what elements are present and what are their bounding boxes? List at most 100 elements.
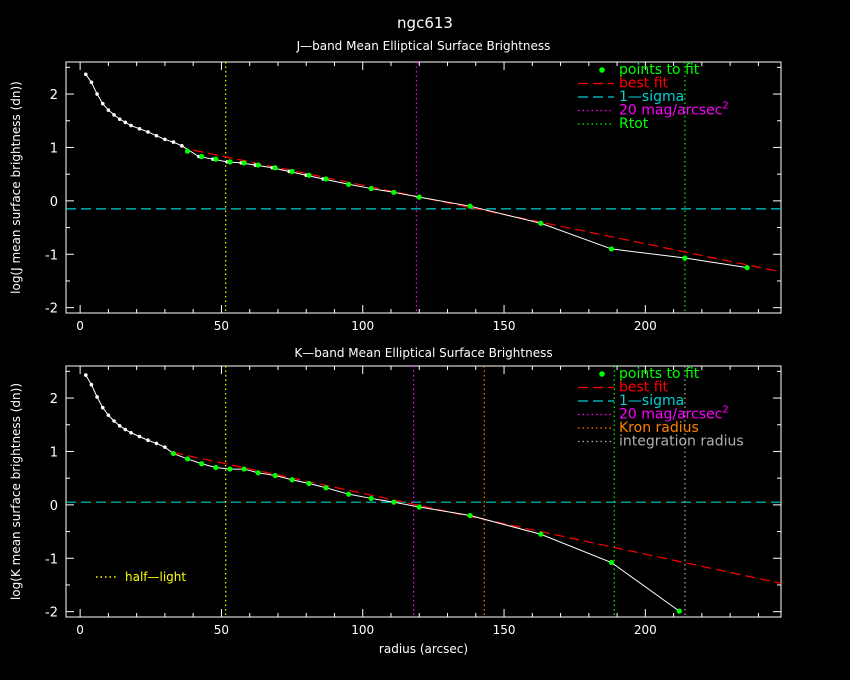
kband-ytick-label: 0 xyxy=(50,499,58,514)
jband-fit-point xyxy=(416,194,422,200)
jband-best-fit-line xyxy=(193,149,781,273)
kband-fit-point xyxy=(213,464,219,471)
jband-ylabel: log(J mean surface brightness (dn)) xyxy=(9,81,23,294)
kband-fit-point xyxy=(272,472,278,479)
jband-profile-point xyxy=(180,144,184,148)
kband-fit-point xyxy=(255,470,261,476)
kband-axes-frame xyxy=(65,365,782,618)
jband-fit-point xyxy=(213,156,219,162)
kband-profile-point xyxy=(83,373,88,377)
jband-profile-point xyxy=(129,123,133,128)
kband-profile-point xyxy=(146,438,150,443)
jband-legend-best_fit-label: best fit xyxy=(619,76,669,92)
jband-fit-point xyxy=(368,185,374,192)
kband-legend-integration-label: integration radius xyxy=(619,434,744,450)
kband-profile-point xyxy=(89,382,94,387)
kband-fit-point xyxy=(241,466,247,472)
jband-fit-point xyxy=(608,246,615,252)
kband-best-fit-line xyxy=(173,451,781,584)
kband-legend-best_fit-label: best fit xyxy=(619,380,669,396)
kband-legend-mag20-label-sup: 2 xyxy=(722,405,728,416)
jband-fit-point xyxy=(323,176,329,182)
jband-xtick-label: 50 xyxy=(214,319,229,333)
kband-plot-area xyxy=(66,366,781,617)
kband-profile-point xyxy=(106,413,111,417)
kband-legend-points: points to fit xyxy=(599,366,700,382)
jband-ytick-label: 0 xyxy=(50,195,58,210)
kband-ytick-label: -2 xyxy=(45,606,58,621)
kband-profile-point xyxy=(100,405,105,410)
jband-fit-point xyxy=(467,203,473,209)
jband-profile-point xyxy=(106,108,111,112)
kband-fit-point xyxy=(184,456,191,462)
jband-fit-point xyxy=(241,160,247,166)
kband-fit-point xyxy=(289,477,295,483)
kband-fit-point xyxy=(467,512,473,519)
jband-profile-point xyxy=(123,120,128,125)
jband-fit-point xyxy=(255,162,261,168)
kband-xtick-label: 0 xyxy=(76,623,84,637)
kband-fit-point xyxy=(608,559,615,566)
jband-legend-mag20: 20 mag/arcsec2 xyxy=(578,101,729,119)
jband-profile-point xyxy=(171,140,176,144)
jband-ytick-label: 1 xyxy=(50,141,58,156)
jband-legend-rtot: Rtot xyxy=(578,116,649,132)
jband-legend-one_sigma-label: 1—sigma xyxy=(619,89,684,105)
plots: J—band Mean Elliptical Surface Brightnes… xyxy=(9,39,782,656)
jband-xtick-label: 100 xyxy=(351,319,374,333)
jband-fit-point xyxy=(289,168,295,175)
jband-fit-point xyxy=(346,181,352,187)
jband-fit-point xyxy=(682,255,688,261)
kband-profile-point xyxy=(117,424,122,428)
kband-chart: K—band Mean Elliptical Surface Brightnes… xyxy=(9,346,782,656)
kband-fit-point xyxy=(538,531,544,537)
jband-profile-point xyxy=(154,133,159,138)
jband-fit-point xyxy=(391,189,397,195)
kband-legend-kron: Kron radius xyxy=(578,420,699,436)
kband-legend-mag20-label: 20 mag/arcsec2 xyxy=(619,405,729,423)
jband-legend-points: points to fit xyxy=(599,62,700,78)
kband-fit-point xyxy=(323,485,329,491)
jband-fit-point xyxy=(227,159,233,165)
kband-legend-mag20: 20 mag/arcsec2 xyxy=(578,405,729,423)
jband-profile-point xyxy=(163,137,167,142)
jband-fit-point xyxy=(199,153,205,160)
jband-profile-point xyxy=(146,130,150,134)
kband-xlabel: radius (arcsec) xyxy=(379,642,468,656)
jband-xtick-label: 200 xyxy=(634,319,657,333)
kband-fit-point xyxy=(416,504,422,510)
jband-plot-area xyxy=(66,62,781,313)
jband-fit-point xyxy=(306,172,312,178)
kband-profile-point xyxy=(154,441,159,446)
jband-chart: J—band Mean Elliptical Surface Brightnes… xyxy=(9,39,782,333)
kband-legend-integration: integration radius xyxy=(578,434,744,450)
kband-fit-point xyxy=(227,466,233,472)
jband-legend-points-marker xyxy=(599,67,605,73)
kband-fit-point xyxy=(391,499,397,505)
kband-fit-point xyxy=(306,480,312,487)
kband-annotation-half-light: half—light xyxy=(96,570,186,584)
jband-fit-point xyxy=(744,265,750,271)
jband-ytick-label: 2 xyxy=(50,88,58,103)
jband-legend-best_fit: best fit xyxy=(578,76,669,92)
kband-ytick-label: 1 xyxy=(50,445,58,460)
kband-profile-point xyxy=(137,434,142,439)
kband-ylabel: log(K mean surface brightness (dn)) xyxy=(9,383,23,600)
jband-legend-mag20-label-sup: 2 xyxy=(722,101,728,112)
kband-fit-point xyxy=(346,491,352,497)
jband-ytick-label: -2 xyxy=(45,302,58,317)
kband-profile-point xyxy=(163,445,167,449)
jband-ytick-label: -1 xyxy=(45,248,58,263)
jband-profile-point xyxy=(112,113,116,117)
kband-legend-one_sigma-label: 1—sigma xyxy=(619,393,684,409)
kband-xtick-label: 50 xyxy=(214,623,229,637)
kband-ytick-label: -1 xyxy=(45,552,58,567)
kband-annotation-label: half—light xyxy=(125,570,186,584)
jband-xtick-label: 0 xyxy=(76,319,84,333)
jband-xtick-label: 150 xyxy=(493,319,516,333)
jband-axes-frame xyxy=(65,61,782,314)
jband-profile-point xyxy=(100,101,105,106)
jband-legend-mag20-label: 20 mag/arcsec2 xyxy=(619,101,729,119)
